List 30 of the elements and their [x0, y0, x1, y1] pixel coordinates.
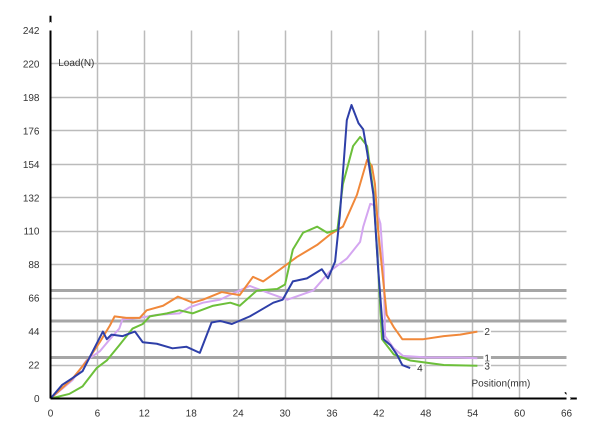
x-tick-label: 66	[560, 408, 572, 420]
x-tick-label: 48	[420, 408, 432, 420]
x-tick-label: 54	[467, 408, 479, 420]
y-tick-label: 110	[24, 226, 40, 238]
y-tick-label: 154	[22, 160, 40, 171]
x-axis-title: Position(mm)	[471, 378, 530, 390]
series-label: 4	[417, 364, 424, 375]
y-tick-label: 0	[34, 394, 40, 405]
y-tick-label: 132	[22, 193, 40, 204]
x-tick-label: 6	[94, 408, 101, 420]
x-tick-label: 12	[138, 408, 150, 420]
x-tick-label: 24	[232, 408, 244, 420]
series-label: 2	[484, 327, 490, 338]
x-tick-label: 0	[48, 408, 54, 420]
line-series	[50, 104, 412, 398]
y-tick-label: 220	[22, 59, 40, 70]
x-tick-label: 60	[514, 408, 526, 420]
y-axis-title: Load(N)	[58, 58, 94, 70]
y-tick-label: 242	[22, 26, 40, 37]
y-tick-label: 66	[28, 294, 40, 305]
x-tick-label: 42	[373, 408, 385, 420]
x-tick-label: 18	[186, 408, 198, 420]
y-tick-label: 198	[22, 92, 40, 104]
series-label: 3	[484, 361, 490, 372]
y-tick-label: 88	[28, 260, 40, 272]
x-tick-label: 30	[279, 408, 292, 420]
y-tick-label: 22	[28, 360, 40, 372]
y-tick-label: 176	[22, 126, 40, 138]
y-tick-label: 44	[28, 327, 40, 338]
x-tick-label: 36	[326, 408, 338, 420]
